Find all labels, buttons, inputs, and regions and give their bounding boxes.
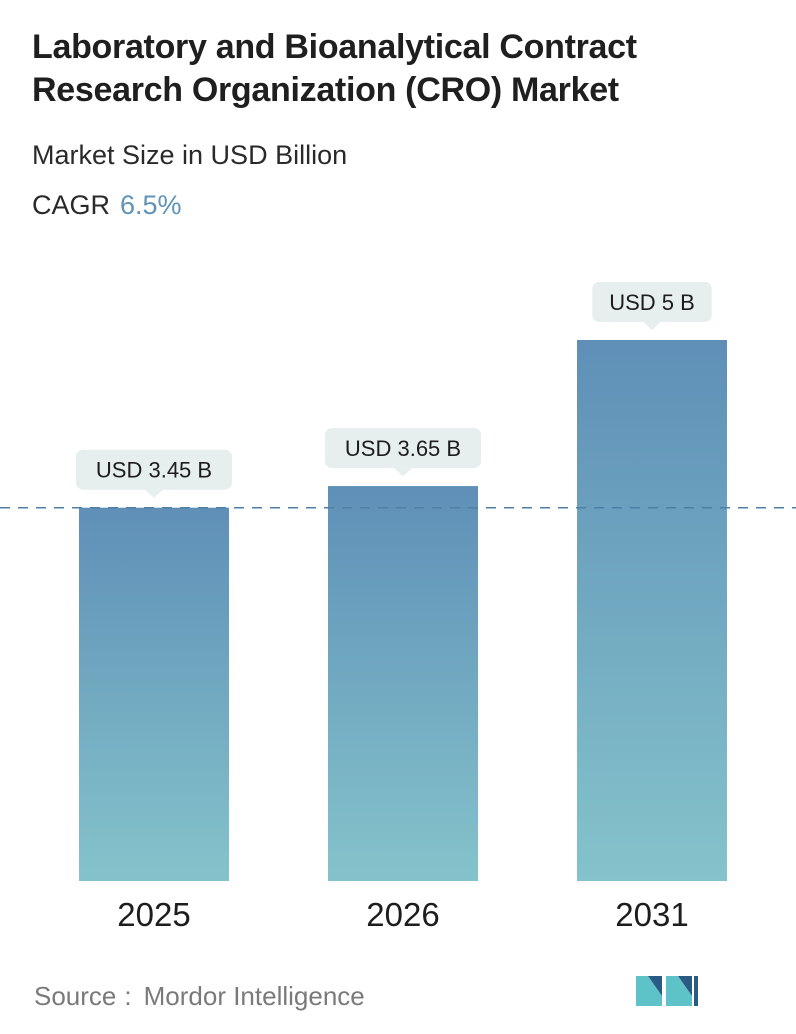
bar-2025 — [79, 507, 229, 881]
bar-2026 — [328, 486, 478, 881]
x-tick-2026: 2026 — [366, 896, 439, 933]
chart-title: Laboratory and Bioanalytical Contract Re… — [32, 28, 637, 109]
source-label: Source — [34, 981, 117, 1011]
data-label-2025: USD 3.45 B — [76, 449, 232, 498]
source-separator: : — [124, 981, 132, 1011]
source-value: Mordor Intelligence — [143, 981, 365, 1011]
cagr-label: CAGR — [32, 190, 111, 220]
data-label-text: USD 5 B — [609, 290, 695, 315]
cagr-row: CAGR 6.5% — [32, 190, 182, 221]
cagr-value: 6.5% — [120, 190, 182, 220]
bar-chart: USD 3.45 B USD 3.65 B USD 5 B 2025 2026 2031 — [0, 282, 796, 933]
x-tick-2031: 2031 — [615, 896, 688, 933]
bar-2031 — [577, 340, 727, 881]
x-tick-2025: 2025 — [117, 896, 190, 933]
source-line: Source: Mordor Intelligence — [34, 981, 365, 1012]
data-label-text: USD 3.45 B — [96, 458, 212, 483]
chart-subtitle: Market Size in USD Billion — [32, 140, 348, 170]
data-label-2031: USD 5 B — [592, 282, 712, 330]
data-label-2026: USD 3.65 B — [325, 428, 481, 477]
mordor-intelligence-logo-icon — [636, 976, 698, 1006]
data-label-text: USD 3.65 B — [345, 436, 461, 461]
